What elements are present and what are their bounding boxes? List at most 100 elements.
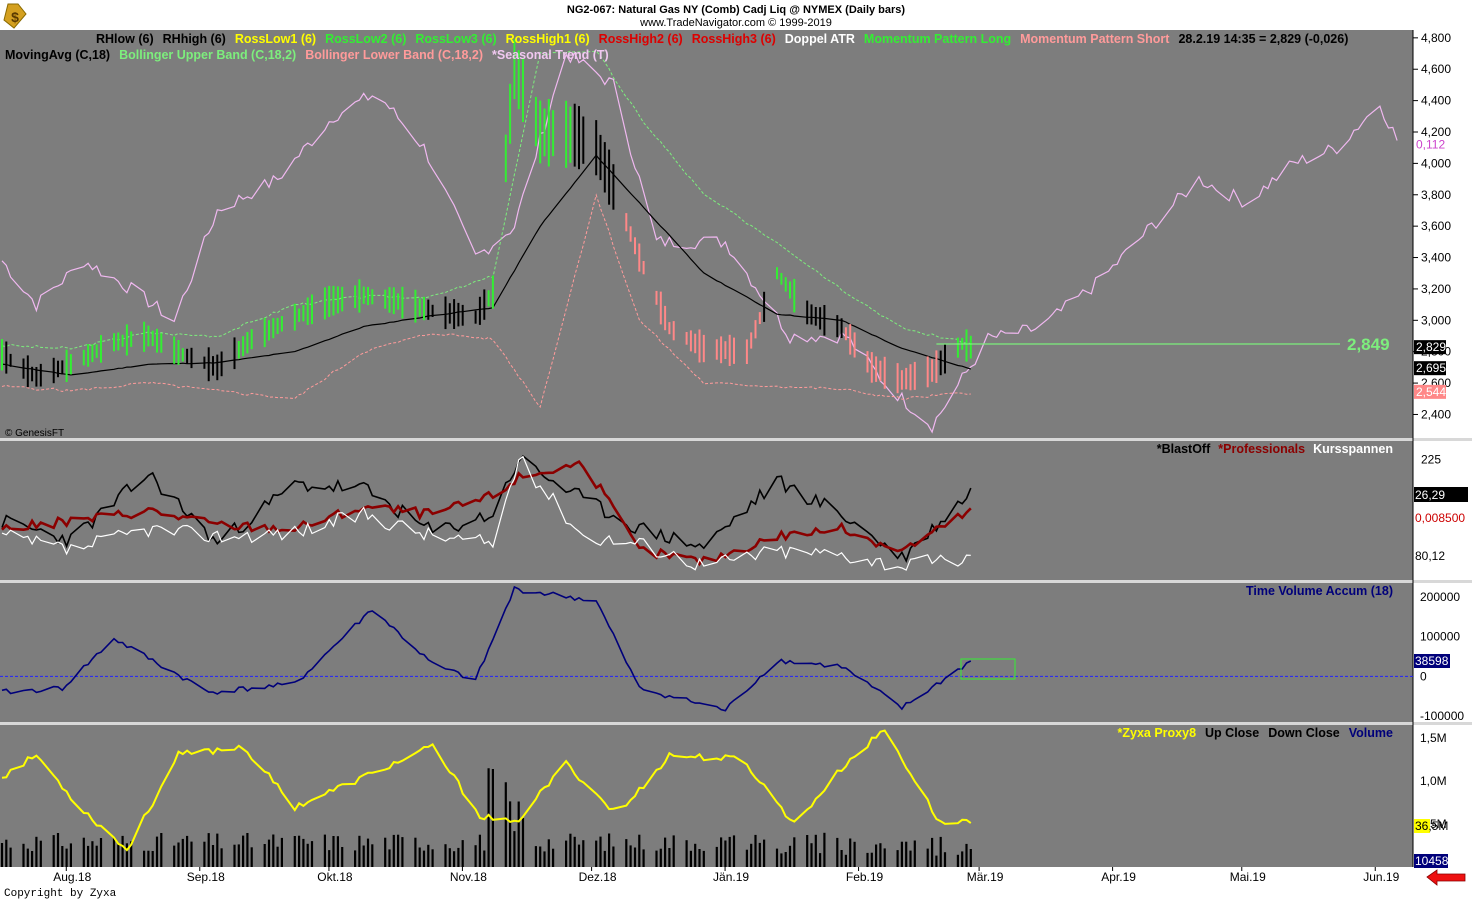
oscillator-value-tag: 80,12 <box>1415 549 1445 563</box>
legend-item: MovingAvg (C,18) <box>5 48 110 62</box>
price-value-tag <box>1414 137 1446 152</box>
chart-subtitle: www.TradeNavigator.com © 1999-2019 <box>639 17 832 29</box>
chart-title: NG2-067: Natural Gas NY (Comb) Cadj Liq … <box>567 4 905 16</box>
tva-axis: 200000 100000 0 -100000 38598 <box>1414 590 1464 723</box>
tva-axis-tick: 200000 <box>1420 590 1460 604</box>
price-axis-tick: 3,800 <box>1421 188 1451 202</box>
price-axis-tick: 4,400 <box>1421 94 1451 108</box>
x-axis-label: Mai.19 <box>1230 870 1266 884</box>
price-axis-tick: 3,000 <box>1421 313 1451 327</box>
x-axis: Aug.18 Sep.18 Okt.18 Nov.18 Dez.18 Jän.19 Feb.… <box>53 867 1400 884</box>
volume-value-tag: 36,5M <box>1415 819 1448 833</box>
x-axis-label: Apr.19 <box>1101 870 1136 884</box>
price-value-tag-text: 2,829 <box>1416 340 1446 354</box>
price-plot: 2,849 <box>1 39 1398 434</box>
zyxa-proxy-line <box>1 729 972 852</box>
tva-line <box>1 585 972 712</box>
legend-item: Up Close <box>1205 726 1259 740</box>
genesis-label: © GenesisFT <box>5 428 64 439</box>
price-axis-tick: 4,600 <box>1421 62 1451 76</box>
volume-axis-tick: 1,0M <box>1420 774 1447 788</box>
level-label: 2,849 <box>1347 335 1390 354</box>
price-axis-tick: 4,200 <box>1421 125 1451 139</box>
volume-axis-tick: 1,5M <box>1420 731 1447 745</box>
x-axis-label: Sep.18 <box>187 870 225 884</box>
legend-item: RHhigh (6) <box>163 32 226 46</box>
volume-plot <box>0 729 972 867</box>
price-value-tag <box>1414 361 1446 376</box>
legend-item: RossHigh1 (6) <box>506 32 590 46</box>
legend-item: 28.2.19 14:35 = 2,829 (-0,026) <box>1178 32 1348 46</box>
legend-item: RossHigh3 (6) <box>692 32 776 46</box>
tva-legend: Time Volume Accum (18) <box>1246 584 1393 598</box>
legend-item: Bollinger Upper Band (C,18,2) <box>119 48 296 62</box>
oscillator-line <box>1 454 972 563</box>
scroll-right-arrow-icon[interactable] <box>1426 869 1466 886</box>
price-axis-tick: 3,200 <box>1421 282 1451 296</box>
tva-axis-tick: -100000 <box>1420 709 1464 723</box>
legend-item: Momentum Pattern Short <box>1020 32 1170 46</box>
price-axis-tick: 3,400 <box>1421 251 1451 265</box>
price-axis-tick: 4,000 <box>1421 156 1451 170</box>
legend-item: RossLow1 (6) <box>235 32 316 46</box>
legend-item: Momentum Pattern Long <box>864 32 1011 46</box>
price-axis-tick: 4,800 <box>1421 31 1451 45</box>
copyright-label: Copyright by Zyxa <box>4 888 117 899</box>
price-axis-tick: 3,600 <box>1421 219 1451 233</box>
bollinger-lower-band <box>1 193 971 409</box>
price-panel <box>0 30 1413 438</box>
x-axis-label: Okt.18 <box>317 870 353 884</box>
tva-value-tag: 38598 <box>1415 654 1449 668</box>
legend-item: Bollinger Lower Band (C,18,2) <box>305 48 483 62</box>
oscillator-legend: *BlastOff *Professionals Kursspannen <box>1157 442 1393 456</box>
price-legend-row1: RHlow (6) RHhigh (6) RossLow1 (6) RossLow2 … <box>96 32 1348 46</box>
x-axis-label: Jun.19 <box>1363 870 1399 884</box>
price-value-tag-text: 2,695 <box>1416 361 1446 375</box>
x-axis-label: Dez.18 <box>579 870 617 884</box>
volume-legend: *Zyxa Proxy8 Up Close Down Close Volume <box>1118 726 1394 740</box>
oscillator-axis: 225 26,29 0,008500 80,12 <box>1414 452 1468 563</box>
x-axis-label: Aug.18 <box>53 870 91 884</box>
legend-item: RossLow3 (6) <box>415 32 496 46</box>
legend-item: Kursspannen <box>1313 442 1393 456</box>
seasonal-trend-line <box>1 50 1398 434</box>
legend-item: RossLow2 (6) <box>325 32 406 46</box>
legend-item: *Zyxa Proxy8 <box>1118 726 1197 740</box>
price-value-tag-text: 0,112 <box>1416 138 1445 152</box>
price-value-tag-text: 2,544 <box>1416 385 1446 399</box>
tva-plot <box>0 585 1413 712</box>
x-axis-label: Jän.19 <box>713 870 749 884</box>
oscillator-line <box>1 455 971 571</box>
x-axis-label: Nov.18 <box>450 870 487 884</box>
trade-navigator-logo-icon: $ <box>3 3 27 29</box>
price-legend-row2: MovingAvg (C,18) Bollinger Upper Band (C,… <box>5 48 609 62</box>
oscillator-line <box>1 459 972 567</box>
volume-value-tag: 10458 <box>1415 854 1449 868</box>
x-axis-label: Mär.19 <box>967 870 1004 884</box>
tva-axis-tick: 100000 <box>1420 630 1460 644</box>
legend-item: RHlow (6) <box>96 32 154 46</box>
legend-item: Time Volume Accum (18) <box>1246 584 1393 598</box>
svg-text:$: $ <box>11 9 19 25</box>
tva-highlight-box <box>960 658 1016 680</box>
legend-item: Volume <box>1349 726 1393 740</box>
price-axis-tick: 2,400 <box>1421 407 1451 421</box>
x-axis-label: Feb.19 <box>846 870 884 884</box>
bollinger-upper-band <box>1 50 971 350</box>
price-axis: 4,800 4,600 4,400 4,200 4,000 3,800 3,600 3,400… <box>1413 31 1451 421</box>
oscillator-axis-tick: 225 <box>1421 452 1441 466</box>
oscillator-plot <box>1 454 972 571</box>
legend-item: Down Close <box>1268 726 1340 740</box>
tva-axis-tick: 0 <box>1420 669 1427 683</box>
price-value-tag <box>1414 384 1446 399</box>
legend-item: *BlastOff <box>1157 442 1211 456</box>
legend-item: *Seasonal Trend (T) <box>492 48 609 62</box>
legend-item: Doppel ATR <box>785 32 855 46</box>
legend-item: *Professionals <box>1218 442 1305 456</box>
tva-panel <box>0 583 1413 722</box>
oscillator-value-tag: 0,008500 <box>1415 511 1465 525</box>
oscillator-value-tag: 26,29 <box>1415 488 1445 502</box>
legend-item: RossHigh2 (6) <box>599 32 683 46</box>
